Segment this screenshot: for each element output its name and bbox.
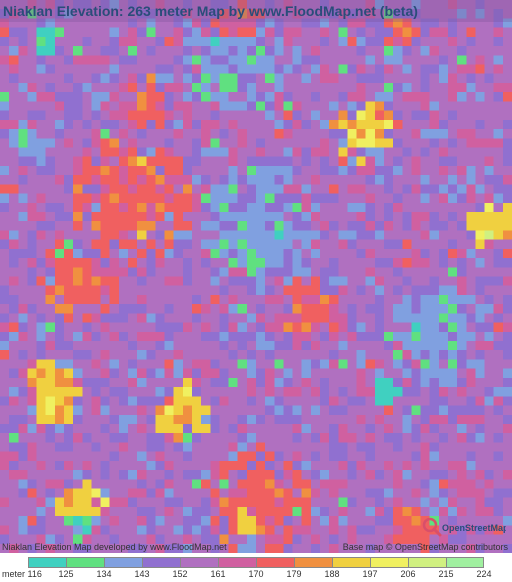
legend-tick: 125 bbox=[58, 569, 73, 579]
legend-swatch bbox=[180, 557, 218, 568]
osm-text: OpenStreetMap bbox=[442, 523, 506, 533]
legend-swatch bbox=[332, 557, 370, 568]
legend-swatch bbox=[218, 557, 256, 568]
legend-swatch bbox=[408, 557, 446, 568]
legend-swatch bbox=[66, 557, 104, 568]
legend-swatch bbox=[104, 557, 142, 568]
legend-tick: 143 bbox=[134, 569, 149, 579]
legend-tick: 188 bbox=[324, 569, 339, 579]
legend: meter 116 125134143152161170179188197206… bbox=[0, 555, 512, 582]
page-title: Niaklan Elevation: 263 meter Map by www.… bbox=[3, 3, 418, 19]
legend-swatch bbox=[294, 557, 332, 568]
openstreetmap-logo: OpenStreetMap bbox=[420, 516, 506, 543]
attribution-right: Base map © OpenStreetMap contributors bbox=[343, 542, 508, 552]
legend-tick: 152 bbox=[172, 569, 187, 579]
legend-tick: 215 bbox=[438, 569, 453, 579]
legend-swatch bbox=[446, 557, 484, 568]
attribution-left: Niaklan Elevation Map developed by www.F… bbox=[2, 542, 227, 552]
map-canvas bbox=[0, 0, 512, 553]
elevation-map bbox=[0, 0, 512, 553]
legend-tick: 197 bbox=[362, 569, 377, 579]
legend-tick: 170 bbox=[248, 569, 263, 579]
legend-tick: 134 bbox=[96, 569, 111, 579]
legend-swatch bbox=[28, 557, 66, 568]
legend-ticks: 125 134 143 152 161 170 179 188 197 206 215 224 bbox=[28, 569, 498, 581]
legend-swatch bbox=[256, 557, 294, 568]
legend-tick: 206 bbox=[400, 569, 415, 579]
legend-swatch bbox=[370, 557, 408, 568]
legend-tick: 224 bbox=[476, 569, 491, 579]
legend-tick: 179 bbox=[286, 569, 301, 579]
legend-tick: 161 bbox=[210, 569, 225, 579]
legend-swatches bbox=[28, 557, 484, 568]
legend-swatch bbox=[142, 557, 180, 568]
